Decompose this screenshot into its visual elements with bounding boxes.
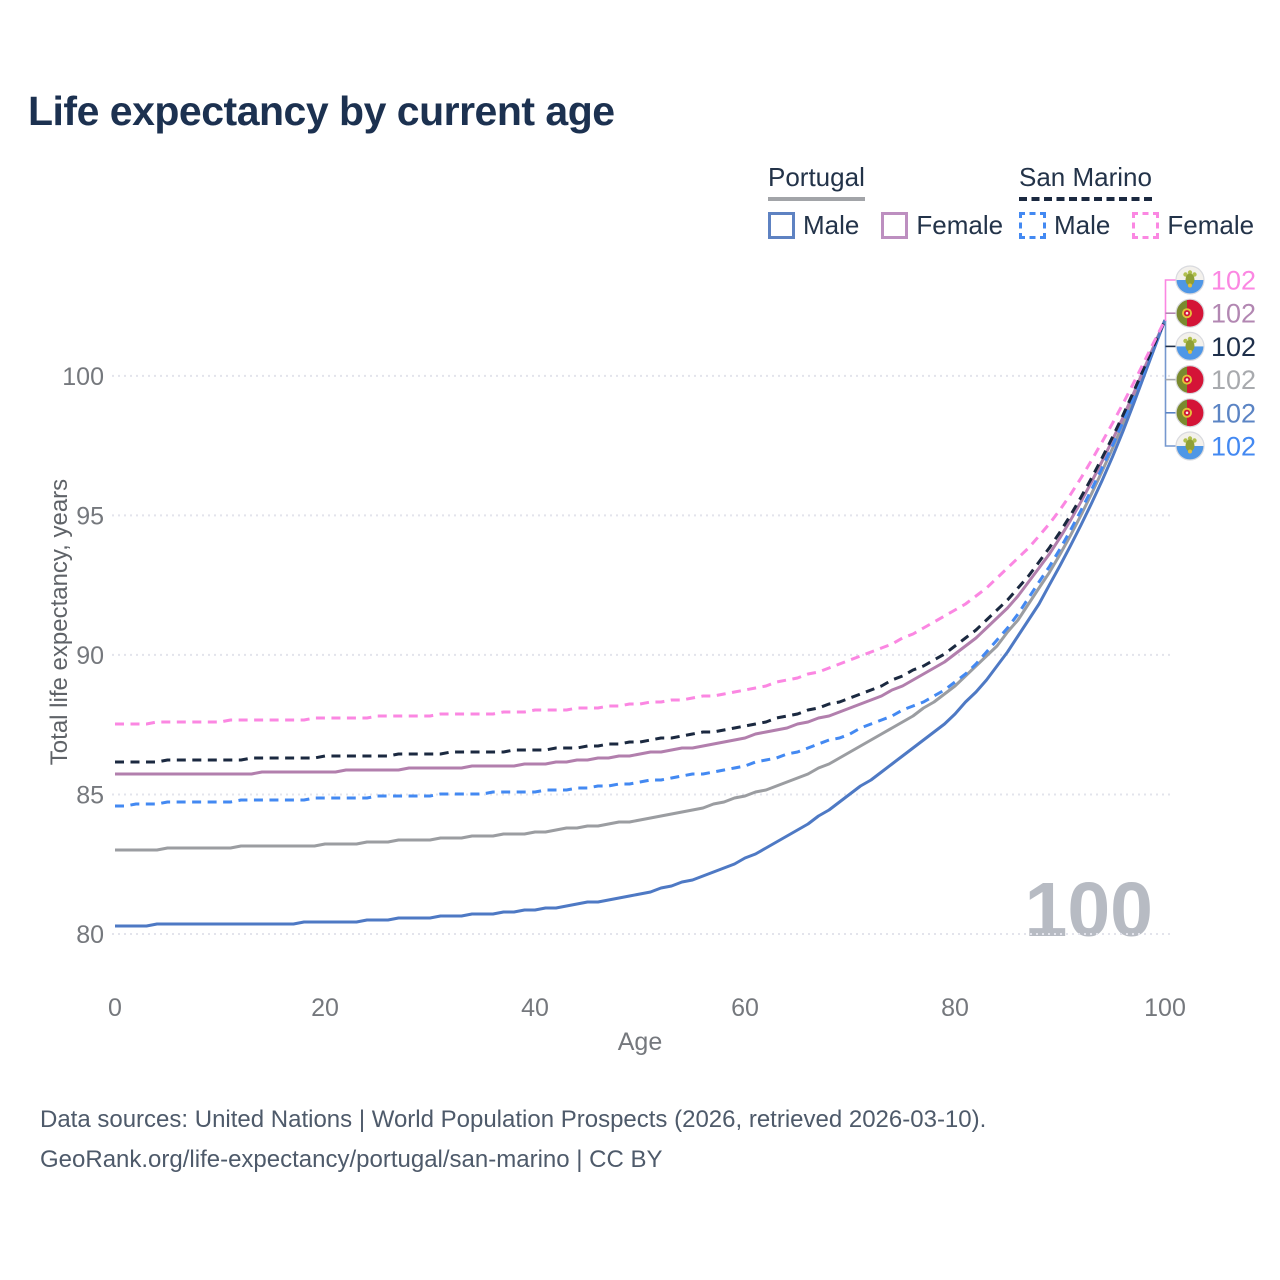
- end-value-label: 102: [1211, 398, 1256, 428]
- x-tick-label: 20: [311, 994, 339, 1022]
- legend-item-san-marino-female[interactable]: Female: [1132, 210, 1254, 241]
- x-tick-label: 0: [108, 994, 122, 1022]
- y-tick-label: 95: [76, 502, 104, 530]
- footer-url: GeoRank.org/life-expectancy/portugal/san…: [40, 1146, 663, 1173]
- end-value-label: 102: [1211, 299, 1256, 329]
- legend-item-portugal-female[interactable]: Female: [881, 210, 1003, 241]
- san-marino-flag-icon: [1175, 331, 1205, 361]
- portugal-flag-icon: [1175, 298, 1205, 328]
- legend-items-portugal: Male Female: [768, 210, 1025, 241]
- legend-swatch-portugal-male: [768, 212, 795, 239]
- line-san-marino-both: [115, 319, 1167, 764]
- legend-label-san-marino-female: Female: [1167, 210, 1255, 240]
- end-value-label: 102: [1211, 266, 1256, 296]
- line-san-marino-male: [115, 319, 1167, 808]
- x-tick-label: 40: [521, 994, 549, 1022]
- end-value-label: 102: [1211, 432, 1256, 462]
- end-value-label: 102: [1211, 332, 1256, 362]
- y-tick-label: 80: [76, 921, 104, 949]
- x-axis-title: Age: [617, 1028, 663, 1056]
- legend-swatch-san-marino-female: [1132, 212, 1160, 239]
- legend-item-portugal-male[interactable]: Male: [768, 210, 859, 241]
- legend-label-san-marino-male: Male: [1054, 210, 1111, 240]
- legend-item-san-marino-male[interactable]: Male: [1019, 210, 1110, 241]
- line-portugal-both: [115, 319, 1167, 852]
- leader-line-top: [1164, 279, 1176, 322]
- series-lines: [115, 319, 1167, 928]
- x-tick-label: 60: [731, 994, 759, 1022]
- gridlines: [112, 374, 1172, 935]
- legend-country-san-marino[interactable]: San Marino: [1019, 162, 1152, 201]
- line-portugal-female: [115, 319, 1167, 776]
- y-tick-label: 85: [76, 781, 104, 809]
- legend-label-portugal-male: Male: [803, 210, 860, 240]
- y-tick-label: 90: [76, 642, 104, 670]
- line-portugal-male: [115, 319, 1167, 928]
- legend-swatch-san-marino-male: [1019, 212, 1046, 239]
- age-counter-watermark: 100: [1024, 867, 1153, 953]
- line-san-marino-female: [115, 319, 1167, 726]
- x-tick-label: 80: [941, 994, 969, 1022]
- legend-swatch-portugal-female: [881, 212, 909, 239]
- portugal-flag-icon: [1175, 365, 1205, 395]
- legend-country-portugal[interactable]: Portugal: [768, 162, 865, 201]
- footer-sources: Data sources: United Nations | World Pop…: [40, 1106, 987, 1133]
- x-tick-label: 100: [1144, 994, 1186, 1022]
- san-marino-flag-icon: [1175, 265, 1205, 295]
- leader-line-bottom: [1164, 321, 1176, 447]
- legend-label-portugal-female: Female: [916, 210, 1004, 240]
- legend-group-san-marino: San Marino Male Female: [1019, 162, 1276, 241]
- portugal-flag-icon: [1175, 398, 1205, 428]
- axis-tick-labels: 80 85 90 95 100 0 20 40 60 80 100: [62, 363, 1186, 1022]
- san-marino-flag-icon: [1175, 431, 1205, 461]
- legend-group-portugal: Portugal Male Female: [768, 162, 1025, 241]
- legend-items-san-marino: Male Female: [1019, 210, 1276, 241]
- page-title: Life expectancy by current age: [28, 88, 615, 134]
- end-value-label: 102: [1211, 365, 1256, 395]
- y-tick-label: 100: [62, 363, 104, 391]
